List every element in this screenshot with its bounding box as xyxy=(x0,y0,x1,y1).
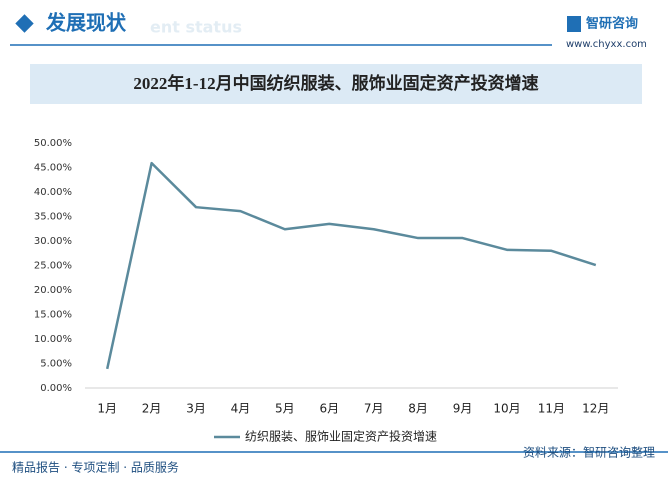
x-tick-label: 10月 xyxy=(493,402,520,416)
x-tick-label: 9月 xyxy=(453,402,473,416)
x-tick-label: 8月 xyxy=(408,402,428,416)
header-icon xyxy=(15,14,34,33)
y-tick-label: 15.00% xyxy=(34,310,72,321)
chart-title: 2022年1-12月中国纺织服装、服饰业固定资产投资增速 xyxy=(133,73,538,93)
x-tick-label: 5月 xyxy=(275,402,295,416)
title-banner xyxy=(30,64,642,104)
x-tick-label: 4月 xyxy=(231,402,251,416)
y-tick-label: 5.00% xyxy=(40,359,72,370)
y-tick-label: 20.00% xyxy=(34,285,72,296)
y-tick-label: 40.00% xyxy=(34,187,72,198)
x-tick-label: 6月 xyxy=(319,402,339,416)
y-tick-label: 0.00% xyxy=(40,383,72,394)
brand-url: www.chyxx.com xyxy=(566,39,647,50)
y-tick-label: 25.00% xyxy=(34,261,72,272)
footer-slogan: 精品报告 · 专项定制 · 品质服务 xyxy=(12,460,179,475)
x-tick-label: 12月 xyxy=(582,402,609,416)
x-tick-label: 7月 xyxy=(364,402,384,416)
y-tick-label: 50.00% xyxy=(34,138,72,149)
x-tick-label: 1月 xyxy=(97,402,117,416)
brand-name: 智研咨询 xyxy=(586,16,638,32)
plot: 0.00% 5.00% 10.00% 15.00% 20.00% 25.00% 30.00%… xyxy=(34,138,618,444)
y-tick-label: 10.00% xyxy=(34,334,72,345)
line-series xyxy=(105,161,597,370)
x-tick-label: 3月 xyxy=(186,402,206,416)
x-tick-label: 2月 xyxy=(142,402,162,416)
header-title: 发展现状 xyxy=(45,11,127,35)
y-tick-label: 30.00% xyxy=(34,236,72,247)
legend-label: 纺织服装、服饰业固定资产投资增速 xyxy=(245,429,437,444)
x-tick-label: 11月 xyxy=(538,402,565,416)
brand-logo xyxy=(567,16,581,32)
header-title-en: ent status xyxy=(150,18,242,37)
y-tick-label: 35.00% xyxy=(34,212,72,223)
y-tick-label: 45.00% xyxy=(34,163,72,174)
footer-source: 资料来源：智研咨询整理 xyxy=(523,445,655,460)
